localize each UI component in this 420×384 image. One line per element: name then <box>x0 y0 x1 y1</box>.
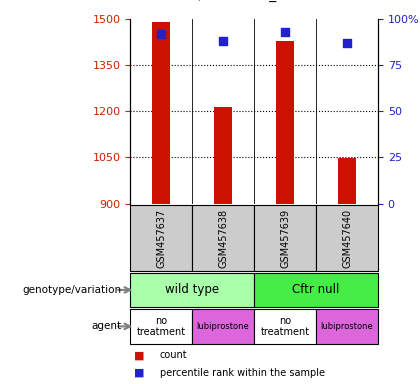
Text: GSM457640: GSM457640 <box>342 209 352 268</box>
Text: no
treatment: no treatment <box>136 316 186 337</box>
Point <box>220 38 226 45</box>
Text: lubiprostone: lubiprostone <box>197 322 249 331</box>
Text: GSM457637: GSM457637 <box>156 209 166 268</box>
Bar <box>316 309 378 344</box>
Text: GSM457638: GSM457638 <box>218 209 228 268</box>
Text: no
treatment: no treatment <box>260 316 310 337</box>
Text: count: count <box>160 350 187 360</box>
Point <box>158 31 165 37</box>
Text: agent: agent <box>92 321 122 331</box>
Bar <box>152 22 171 204</box>
Bar <box>214 107 232 204</box>
Bar <box>130 205 192 271</box>
Bar <box>130 273 254 307</box>
Bar <box>338 158 356 204</box>
Bar <box>130 309 192 344</box>
Text: GSM457639: GSM457639 <box>280 209 290 268</box>
Text: percentile rank within the sample: percentile rank within the sample <box>160 367 325 377</box>
Point <box>344 40 350 46</box>
Bar <box>192 205 254 271</box>
Bar <box>254 273 378 307</box>
Bar <box>192 309 254 344</box>
Text: Cftr null: Cftr null <box>292 283 340 296</box>
Bar <box>254 309 316 344</box>
Bar <box>254 205 316 271</box>
Text: lubiprostone: lubiprostone <box>320 322 373 331</box>
Point <box>282 29 289 35</box>
Text: ■: ■ <box>134 367 145 377</box>
Bar <box>276 41 294 204</box>
Text: wild type: wild type <box>165 283 219 296</box>
Text: genotype/variation: genotype/variation <box>23 285 122 295</box>
Text: GDS4251 / 1427837_at: GDS4251 / 1427837_at <box>129 0 291 2</box>
Text: ■: ■ <box>134 350 145 360</box>
Bar <box>316 205 378 271</box>
